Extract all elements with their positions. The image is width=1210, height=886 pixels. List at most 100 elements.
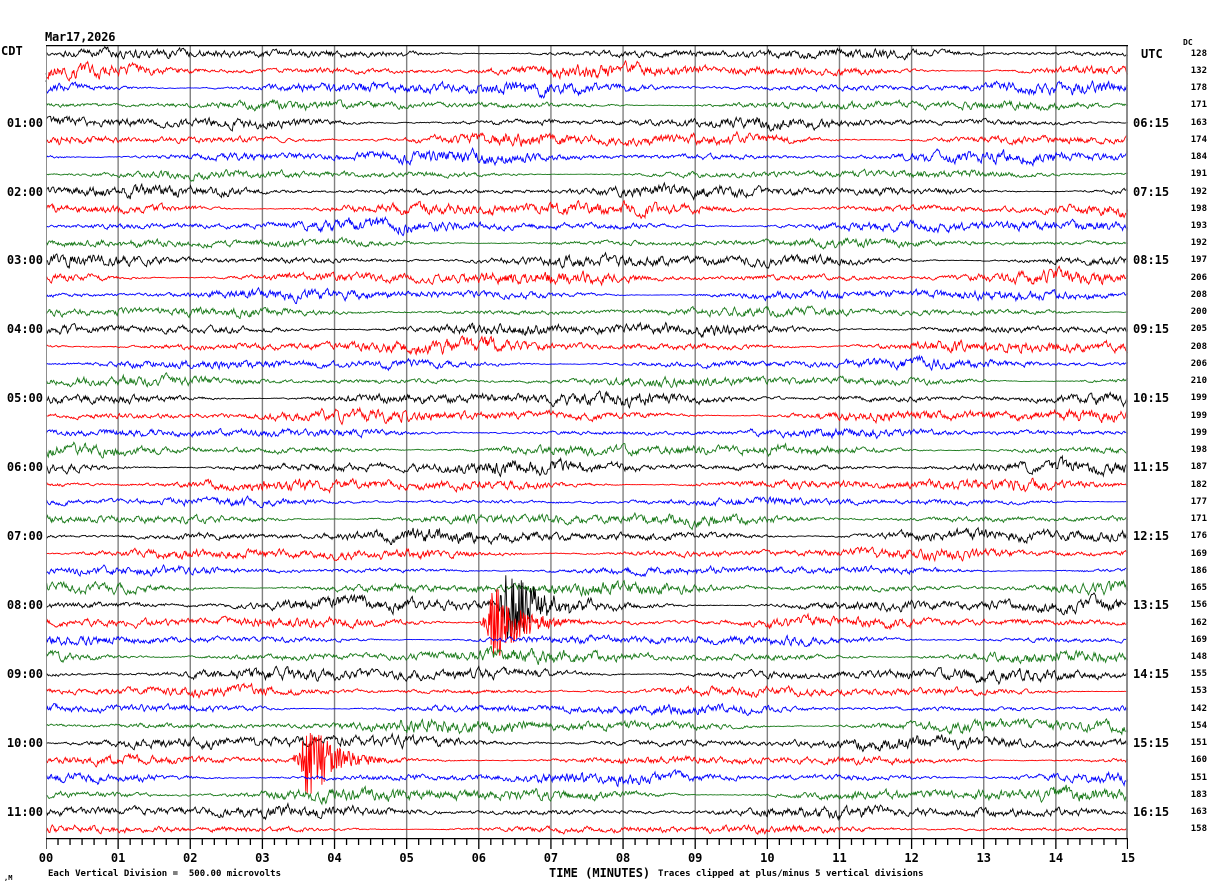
dc-value-row-27: 171 [1190,514,1207,525]
x-tick-label-06: 06 [471,851,487,865]
dc-value-row-26: 177 [1190,496,1207,507]
trace-row-0 [46,47,1128,60]
dc-value-row-2: 178 [1190,83,1207,94]
trace-row-5 [46,132,1128,147]
trace-row-16 [46,323,1128,337]
dc-value-row-10: 193 [1190,221,1207,231]
dc-value-row-23: 198 [1190,445,1207,456]
seismogram-plot[interactable] [46,45,1128,838]
x-axis-ticks [46,838,1128,849]
dc-value-row-37: 153 [1190,686,1207,697]
dc-value-row-9: 198 [1190,203,1207,214]
x-tick-label-13: 13 [976,851,991,865]
seismogram-traces-svg [46,45,1128,838]
left-timezone-label: CDT [1,44,23,58]
trace-row-2 [46,81,1128,98]
trace-row-44 [46,804,1128,820]
dc-value-row-18: 206 [1190,358,1207,369]
trace-row-22 [46,429,1128,439]
x-tick-label-02: 02 [183,851,198,865]
trace-row-6 [46,148,1128,165]
right-hour-label-06-15: 06:15 [1133,115,1170,130]
right-hour-label-14-15: 14:15 [1133,667,1170,682]
right-hour-label-12-15: 12:15 [1133,529,1170,544]
dc-value-row-34: 169 [1190,634,1207,645]
dc-value-row-13: 206 [1190,272,1207,283]
dc-value-row-31: 165 [1190,583,1207,594]
trace-row-30 [46,565,1128,576]
left-hour-label-06-00: 06:00 [6,460,43,475]
trace-row-11 [46,237,1128,249]
trace-row-12 [46,253,1128,269]
dc-value-row-3: 171 [1190,100,1207,111]
dc-value-row-39: 154 [1190,720,1207,731]
dc-value-row-17: 208 [1190,341,1207,352]
left-hour-label-09-00: 09:00 [6,667,43,682]
trace-row-26 [46,496,1128,508]
trace-row-36 [46,666,1128,684]
trace-row-31 [46,581,1128,596]
right-hour-label-09-15: 09:15 [1133,322,1170,337]
dc-value-row-0: 128 [1190,48,1207,59]
trace-row-45 [46,825,1128,834]
left-hour-label-07-00: 07:00 [6,529,43,544]
trace-row-27 [46,513,1128,529]
trace-row-35 [46,646,1128,664]
trace-row-15 [46,306,1128,318]
trace-row-41 [46,733,1128,794]
dc-value-row-14: 208 [1190,289,1207,300]
dc-column-header: DC [1183,38,1193,47]
dc-value-row-25: 182 [1190,479,1207,490]
trace-row-21 [46,408,1128,424]
trace-row-28 [46,528,1128,545]
scale-note: Each Vertical Division = 500.00 microvol… [48,869,281,879]
right-hour-label-07-15: 07:15 [1133,184,1170,199]
trace-row-32 [46,575,1128,638]
dc-value-row-8: 192 [1190,186,1207,197]
trace-row-24 [46,456,1128,476]
x-tick-label-12: 12 [904,851,919,865]
dc-value-row-19: 210 [1190,376,1207,387]
clip-note: Traces clipped at plus/minus 5 vertical … [658,869,924,879]
trace-row-37 [46,684,1128,698]
trace-row-23 [46,442,1128,458]
right-hour-label-08-15: 08:15 [1133,253,1170,268]
x-tick-label-15: 15 [1120,851,1136,865]
x-tick-label-00: 00 [38,851,54,865]
dc-value-row-41: 160 [1190,755,1207,766]
trace-row-13 [46,266,1128,285]
trace-row-40 [46,734,1128,752]
trace-row-9 [46,201,1128,219]
dc-value-row-6: 184 [1190,152,1207,163]
dc-value-row-21: 199 [1190,410,1207,421]
corner-mark: ,M [4,874,13,882]
left-hour-label-02-00: 02:00 [6,184,43,199]
x-tick-label-08: 08 [615,851,631,865]
dc-value-row-16: 205 [1190,324,1207,335]
dc-value-row-44: 163 [1190,807,1207,818]
x-axis-title: TIME (MINUTES) [549,866,651,880]
right-hour-label-10-15: 10:15 [1133,391,1170,406]
left-hour-label-11-00: 11:00 [6,805,43,820]
left-hour-label-04-00: 04:00 [6,322,43,337]
dc-value-row-36: 155 [1190,669,1207,680]
dc-value-row-11: 192 [1190,238,1207,249]
header-date: Mar17,2026 [45,30,116,44]
trace-row-25 [46,478,1128,492]
dc-value-row-33: 162 [1190,617,1207,628]
dc-value-row-29: 169 [1190,548,1207,559]
dc-value-row-32: 156 [1190,600,1207,611]
x-tick-label-05: 05 [399,851,414,865]
left-hour-label-10-00: 10:00 [6,736,43,751]
left-hour-label-03-00: 03:00 [6,253,43,268]
trace-row-42 [46,770,1128,787]
trace-row-18 [46,356,1128,370]
dc-value-row-4: 163 [1190,117,1207,128]
left-hour-label-05-00: 05:00 [6,391,43,406]
trace-row-39 [46,719,1128,734]
right-hour-label-13-15: 13:15 [1133,598,1170,613]
dc-value-row-15: 200 [1190,307,1207,318]
trace-row-20 [46,391,1128,408]
trace-row-4 [46,116,1128,131]
